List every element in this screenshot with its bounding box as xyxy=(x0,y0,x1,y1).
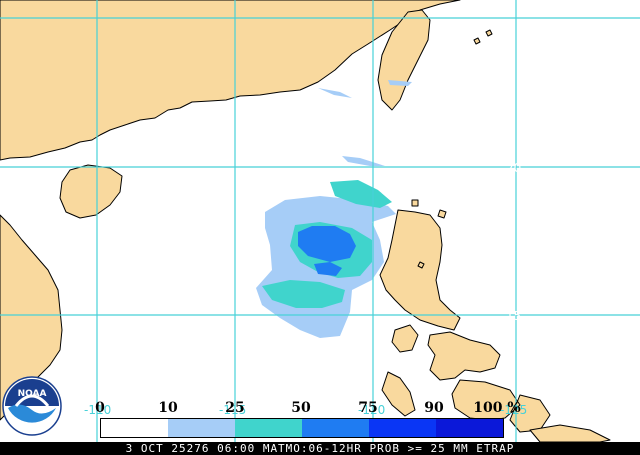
legend-swatch-75-90 xyxy=(369,419,436,437)
land-visayas-mindoro xyxy=(391,324,551,433)
noaa-logo-text: NOAA xyxy=(18,389,47,399)
legend-swatch-50-75 xyxy=(302,419,369,437)
legend-tick-50: 50 xyxy=(291,400,311,416)
legend-tick-100: 100 % xyxy=(473,400,521,416)
lat-label-15: 15 xyxy=(506,309,521,323)
legend-color-bar xyxy=(100,418,504,438)
land-mindanao xyxy=(529,424,611,443)
lon-label-115: -115 xyxy=(219,403,246,417)
legend-tick-0: 0 xyxy=(95,400,105,416)
noaa-logo-icon: NOAA xyxy=(2,376,62,436)
lat-label-20: 20 xyxy=(506,161,521,175)
lon-label-120: -120 xyxy=(358,403,385,417)
lon-label-125: -125 xyxy=(500,403,527,417)
legend-swatch-90-100 xyxy=(436,419,503,437)
land-china-mainland xyxy=(0,0,461,161)
legend-tick-90: 90 xyxy=(424,400,444,416)
legend-tick-10: 10 xyxy=(158,400,178,416)
legend-tick-75: 75 xyxy=(358,400,378,416)
prob-area-50-75 xyxy=(298,226,356,276)
legend-swatch-10-25 xyxy=(168,419,235,437)
land-luzon xyxy=(379,209,461,331)
probability-shading xyxy=(256,80,412,338)
legend-tick-25: 25 xyxy=(225,400,245,416)
land-palawan xyxy=(381,371,416,417)
legend-swatch-0-10 xyxy=(101,419,168,437)
land-hainan xyxy=(59,164,123,219)
land-small-islands xyxy=(411,29,493,269)
legend-swatch-25-50 xyxy=(235,419,302,437)
lon-label-110: -110 xyxy=(84,403,111,417)
product-caption: 3 OCT 25276 06:00 MATMO:06-12HR PROB >= … xyxy=(0,442,640,455)
